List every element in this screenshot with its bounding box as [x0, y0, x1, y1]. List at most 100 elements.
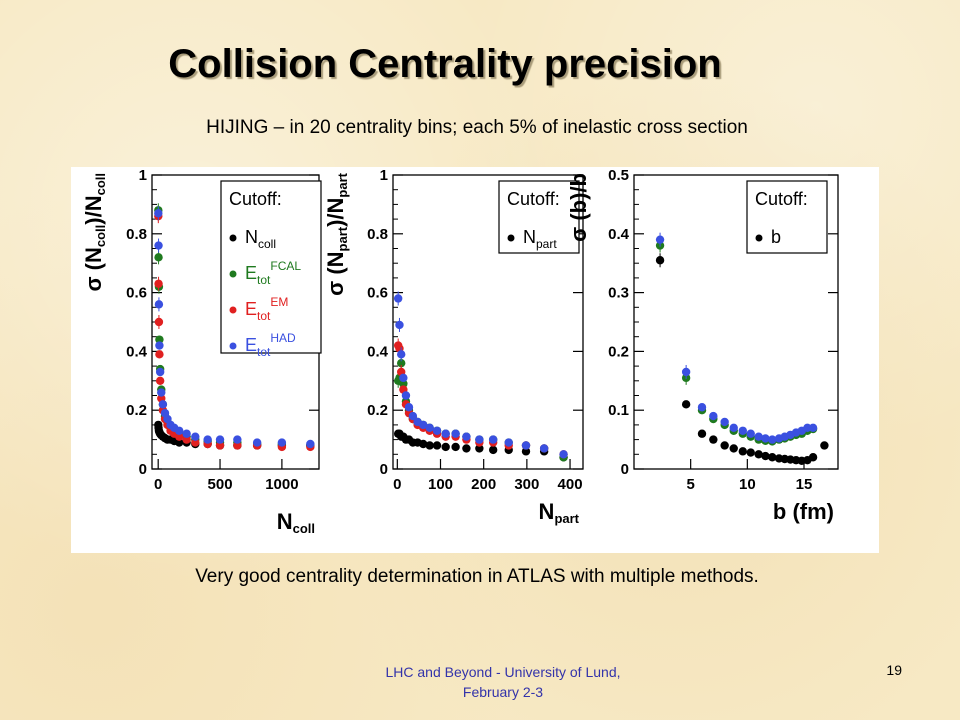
series-0	[655, 253, 829, 465]
x-tick-label: 400	[558, 476, 583, 493]
series-1	[655, 238, 818, 446]
data-point	[408, 411, 418, 421]
data-point	[215, 435, 225, 444]
data-point	[432, 441, 442, 450]
x-tick-label: 0	[393, 476, 401, 493]
data-point	[175, 432, 184, 441]
legend-box	[220, 180, 322, 354]
footer: LHC and Beyond - University of Lund, Feb…	[290, 662, 716, 702]
data-point	[697, 403, 707, 412]
y-tick-label: 0.2	[367, 402, 388, 419]
x-tick-label: 300	[514, 476, 539, 493]
data-point	[681, 400, 691, 409]
y-tick-label: 0	[139, 461, 147, 478]
slide-title: Collision Centrality precision	[168, 42, 722, 86]
data-point	[277, 438, 287, 447]
x-tick-label: 5	[686, 476, 694, 493]
y-axis-title: σ (Ncoll)/Ncoll	[81, 173, 108, 292]
legend-entry: EtotFCAL	[245, 259, 301, 287]
data-point	[539, 444, 549, 453]
data-point	[441, 442, 450, 452]
legend-marker	[507, 234, 515, 242]
data-point	[419, 420, 428, 430]
legend-entry: EtotHAD	[245, 331, 296, 359]
data-point	[681, 367, 691, 377]
y-tick-label: 1	[380, 167, 388, 184]
y-tick-label: 0	[380, 461, 388, 478]
y-tick-label: 0.8	[367, 226, 388, 243]
x-tick-label: 10	[739, 476, 756, 493]
footer-line-2: February 2-3	[462, 684, 544, 700]
data-point	[155, 367, 165, 377]
y-tick-label: 0.5	[608, 167, 629, 184]
data-point	[761, 451, 770, 461]
data-point	[451, 429, 460, 438]
data-point	[395, 320, 404, 330]
data-point	[655, 235, 665, 244]
data-point	[306, 439, 315, 449]
data-point	[215, 441, 225, 450]
data-point	[155, 341, 164, 350]
data-point	[559, 450, 568, 459]
data-point	[425, 441, 434, 450]
data-point	[203, 435, 212, 444]
data-point	[521, 441, 531, 450]
data-point	[761, 434, 770, 443]
data-point	[451, 442, 460, 452]
data-point	[425, 423, 434, 433]
data-point	[738, 426, 747, 435]
x-tick-label: 0	[154, 476, 162, 493]
data-point	[475, 435, 484, 444]
data-point	[419, 439, 428, 449]
data-point	[754, 450, 763, 459]
data-point	[738, 447, 747, 456]
legend-marker	[229, 234, 237, 242]
data-point	[729, 444, 738, 453]
legend-marker	[755, 234, 763, 242]
legend-entry: EtotEM	[245, 295, 288, 323]
data-point	[404, 403, 414, 412]
data-point	[768, 453, 777, 462]
chart-b: 0 0.1 0.2 0.3 0.4 0.5 5 10 15 b (fm) σ (b)/b Cutoff…	[566, 167, 839, 524]
data-point	[158, 400, 168, 409]
data-point	[154, 209, 163, 218]
y-tick-label: 0.1	[608, 402, 629, 419]
data-point	[401, 391, 411, 400]
data-point	[820, 441, 829, 450]
y-axis-title: σ (b)/b	[566, 173, 591, 242]
data-point	[155, 376, 165, 385]
data-point	[175, 438, 184, 447]
figure-panel: 0 0.2 0.4 0.6 0.8 1 0 500 1000 Ncoll σ (Ncoll)/Nco…	[71, 167, 879, 553]
data-point	[504, 438, 513, 447]
data-point	[233, 441, 242, 450]
data-point	[154, 279, 163, 288]
y-tick-label: 0.4	[608, 226, 630, 243]
legend-entry: b	[771, 227, 781, 247]
legend-marker	[229, 306, 237, 314]
data-point	[709, 411, 718, 421]
series-3	[393, 291, 568, 459]
data-point	[441, 429, 450, 438]
data-point	[475, 444, 484, 453]
data-point	[746, 448, 755, 457]
series-3	[154, 206, 315, 449]
data-point	[397, 350, 406, 359]
x-tick-label: 500	[208, 476, 233, 493]
legend: Cutoff: Npart	[498, 180, 580, 254]
data-point	[655, 256, 665, 265]
legend-title: Cutoff:	[755, 189, 808, 209]
data-point	[175, 426, 184, 435]
data-point	[182, 435, 191, 444]
legend-marker	[229, 270, 237, 278]
y-tick-label: 0.2	[608, 343, 629, 360]
data-point	[697, 429, 707, 438]
slide-caption: Very good centrality determination in AT…	[195, 566, 759, 587]
data-point	[720, 441, 729, 450]
data-point	[155, 350, 164, 359]
y-tick-label: 0	[621, 461, 629, 478]
chart-ncoll: 0 0.2 0.4 0.6 0.8 1 0 500 1000 Ncoll σ (Ncoll)/Nco…	[81, 167, 322, 536]
x-axis-title: b (fm)	[773, 499, 834, 524]
y-tick-label: 0.2	[126, 402, 147, 419]
legend-entry: Ncoll	[245, 227, 276, 251]
data-point	[808, 423, 818, 433]
